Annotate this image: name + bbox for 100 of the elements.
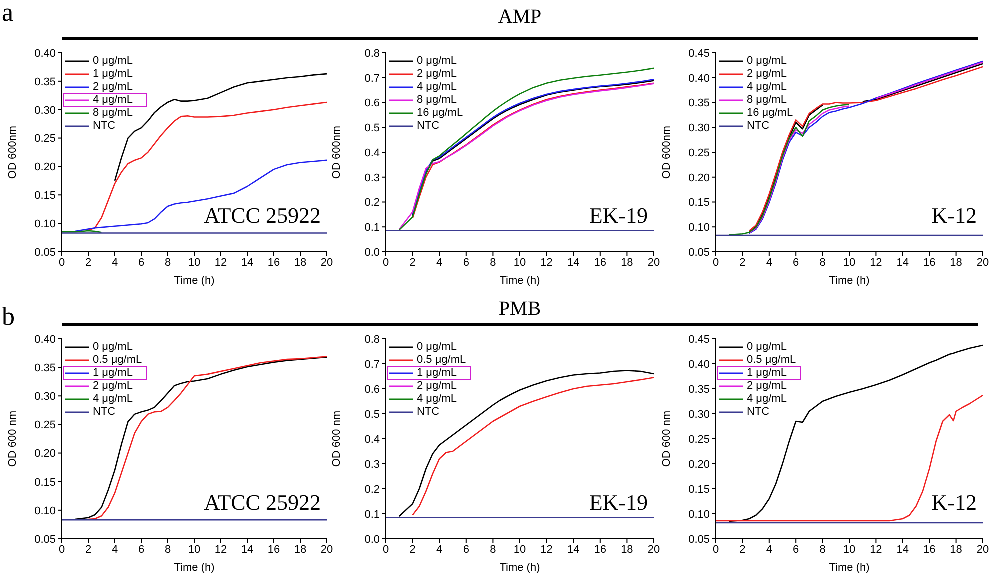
x-axis-title: Time (h) [829, 275, 870, 287]
y-tick-label: 0.20 [688, 172, 710, 184]
y-tick-label: 0.10 [688, 222, 710, 234]
x-tick-label: 20 [320, 256, 334, 269]
y-tick-label: 0.05 [34, 534, 56, 546]
annotation: EK-19 [589, 203, 648, 228]
legend-label: 2 μg/mL [746, 68, 788, 81]
x-tick-label: 16 [923, 544, 936, 556]
x-tick-label: 16 [594, 256, 607, 269]
x-tick-label: 10 [188, 544, 201, 556]
annotation: EK-19 [589, 490, 648, 515]
x-tick-label: 2 [85, 544, 92, 556]
legend-label: 8 μg/mL [92, 107, 134, 120]
x-tick-label: 20 [976, 256, 990, 269]
y-tick-label: 0.0 [364, 246, 380, 259]
x-tick-label: 4 [112, 544, 118, 556]
y-tick-label: 0.25 [34, 133, 56, 146]
legend-label: NTC [746, 406, 771, 419]
y-tick-label: 0.25 [34, 420, 56, 432]
x-tick-label: 10 [514, 544, 526, 556]
legend-label: 4 μg/mL [746, 81, 788, 94]
legend-label: NTC [92, 120, 117, 133]
legend-label: 16 μg/mL [416, 107, 464, 120]
x-tick-label: 0 [58, 544, 66, 556]
legend-label: 8 μg/mL [746, 94, 788, 107]
y-tick-label: 0.45 [688, 48, 710, 60]
x-tick-label: 12 [540, 256, 553, 269]
legend-label: 16 μg/mL [746, 107, 794, 120]
x-tick-label: 14 [241, 544, 254, 556]
x-tick-label: 12 [870, 256, 882, 269]
y-tick-label: 0.0 [364, 534, 380, 546]
x-tick-label: 18 [294, 256, 307, 269]
x-tick-label: 0 [58, 256, 66, 269]
line-series [728, 104, 850, 236]
x-tick-label: 8 [164, 256, 172, 269]
legend-label: 2 μg/mL [746, 380, 788, 393]
x-tick-label: 14 [896, 256, 910, 269]
line-series [74, 160, 327, 232]
x-tick-label: 14 [896, 544, 910, 556]
legend-label: 4 μg/mL [92, 393, 134, 406]
x-tick-label: 20 [648, 544, 660, 556]
y-tick-label: 0.5 [364, 122, 380, 135]
y-tick-label: 0.15 [688, 197, 710, 210]
annotation: ATCC 25922 [204, 490, 321, 515]
x-tick-label: 4 [436, 256, 443, 269]
y-tick-label: 0.7 [364, 72, 380, 85]
x-tick-label: 10 [843, 256, 856, 269]
y-tick-label: 0.2 [364, 197, 380, 210]
x-tick-label: 10 [514, 256, 526, 269]
x-tick-label: 18 [621, 544, 634, 556]
x-tick-label: 12 [214, 544, 228, 556]
y-axis-title: OD 600nm [6, 126, 19, 180]
y-tick-label: 0.6 [364, 384, 380, 396]
legend-label: NTC [416, 120, 441, 133]
x-tick-label: 8 [820, 544, 826, 556]
y-tick-label: 0.35 [688, 98, 710, 110]
y-axis-title: OD 600nm [660, 126, 673, 180]
legend-label: 0.5 μg/mL [416, 354, 468, 367]
y-tick-label: 0.4 [364, 434, 380, 446]
x-tick-label: 20 [976, 544, 990, 556]
legend-label: NTC [746, 120, 771, 133]
x-tick-label: 18 [950, 256, 962, 269]
x-tick-label: 18 [294, 544, 307, 556]
legend-label: 0 μg/mL [92, 341, 134, 354]
legend-label: 0 μg/mL [416, 55, 458, 68]
x-tick-label: 16 [268, 544, 280, 556]
legend-label: 4 μg/mL [416, 81, 458, 94]
y-tick-label: 0.3 [364, 458, 380, 471]
x-axis-title: Time (h) [500, 275, 540, 287]
y-tick-label: 0.8 [364, 48, 380, 60]
x-tick-label: 8 [164, 544, 172, 556]
y-tick-label: 0.35 [34, 76, 56, 88]
x-tick-label: 2 [740, 544, 746, 556]
legend-label: 1 μg/mL [92, 367, 134, 380]
y-axis-title: OD 600 nm [6, 410, 19, 468]
y-tick-label: 0.2 [364, 484, 380, 496]
x-tick-label: 20 [320, 544, 334, 556]
y-tick-label: 0.20 [34, 448, 56, 460]
x-tick-label: 16 [268, 256, 280, 269]
y-axis-title: OD 600 nm [330, 410, 343, 468]
x-tick-label: 8 [490, 544, 496, 556]
y-axis-title: OD 600 nm [660, 410, 673, 468]
legend-label: 1 μg/mL [746, 367, 788, 380]
y-tick-label: 0.15 [34, 190, 56, 202]
legend-label: 4 μg/mL [416, 393, 458, 406]
y-tick-label: 0.1 [364, 508, 380, 521]
x-tick-label: 16 [594, 544, 607, 556]
y-tick-label: 0.20 [688, 458, 710, 471]
y-tick-label: 0.8 [364, 334, 380, 346]
x-tick-label: 14 [241, 256, 254, 269]
legend-label: NTC [416, 406, 441, 419]
x-tick-label: 12 [540, 544, 553, 556]
x-tick-label: 4 [766, 256, 772, 269]
legend-label: 4 μg/mL [92, 94, 134, 107]
annotation: K-12 [932, 490, 977, 515]
x-tick-label: 8 [820, 256, 826, 269]
chart-title: a [2, 0, 14, 28]
x-axis-title: Time (h) [174, 275, 215, 287]
x-tick-label: 0 [382, 544, 390, 556]
chart-title: b [2, 302, 15, 332]
